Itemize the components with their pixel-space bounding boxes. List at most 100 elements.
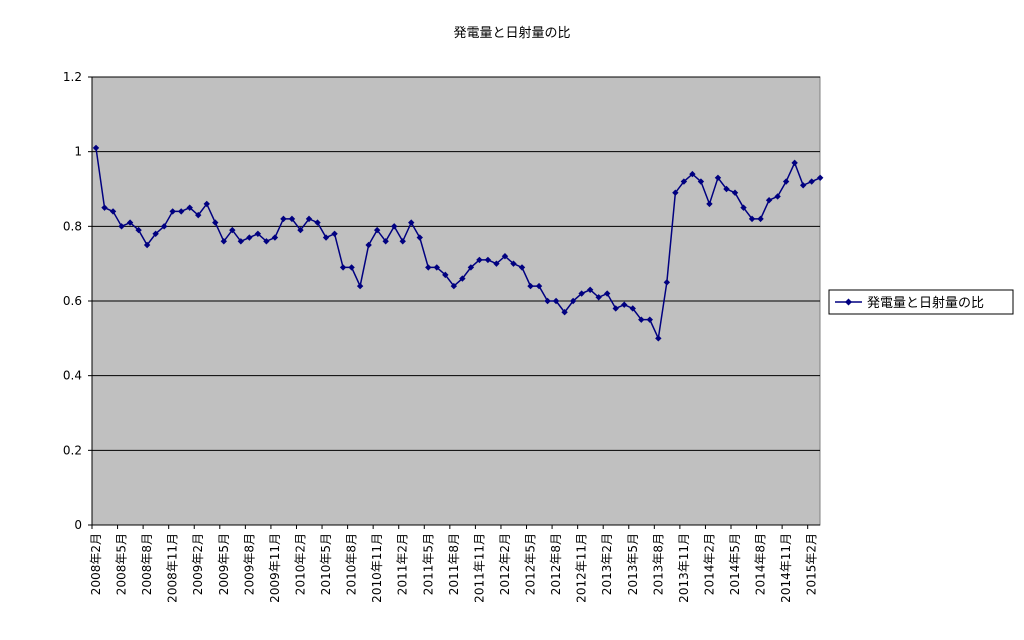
x-tick-label: 2009年8月 xyxy=(242,533,256,595)
data-point xyxy=(169,208,176,215)
x-tick-label: 2009年2月 xyxy=(191,533,205,595)
data-point xyxy=(195,211,202,219)
data-point xyxy=(237,238,245,245)
data-point xyxy=(578,290,585,297)
data-point xyxy=(118,223,125,230)
data-point xyxy=(569,297,577,305)
x-tick-label: 2013年8月 xyxy=(651,533,665,595)
data-point xyxy=(408,219,415,226)
data-point xyxy=(544,297,551,305)
data-point xyxy=(373,226,381,234)
data-point xyxy=(697,178,705,185)
data-point xyxy=(288,215,296,223)
data-point xyxy=(535,282,543,290)
x-tick-label: 2015年2月 xyxy=(805,533,819,595)
x-tick-label: 2008年11月 xyxy=(166,533,180,603)
data-point xyxy=(689,170,696,178)
x-tick-label: 2013年5月 xyxy=(626,533,640,595)
x-tick-label: 2013年11月 xyxy=(677,533,691,603)
x-tick-label: 2009年11月 xyxy=(268,533,282,603)
data-point xyxy=(765,197,773,204)
data-point xyxy=(297,226,304,234)
data-point xyxy=(356,282,364,290)
x-tick-label: 2011年5月 xyxy=(421,533,435,595)
data-point xyxy=(757,215,764,223)
data-point xyxy=(391,223,398,230)
data-point xyxy=(399,238,406,245)
y-tick-label: 0 xyxy=(74,518,82,532)
data-point xyxy=(552,297,560,305)
data-point xyxy=(586,286,594,293)
y-tick-label: 0.2 xyxy=(63,443,82,457)
data-point xyxy=(425,264,432,271)
data-point xyxy=(723,185,730,193)
data-point xyxy=(561,309,568,316)
data-point xyxy=(510,260,517,267)
x-tick-label: 2014年2月 xyxy=(702,533,716,595)
y-tick-label: 1.2 xyxy=(63,70,82,84)
data-point xyxy=(365,241,372,249)
data-point xyxy=(774,193,781,200)
legend: 発電量と日射量の比 xyxy=(828,289,1014,315)
data-point xyxy=(646,316,653,323)
data-point xyxy=(459,275,466,282)
x-tick-label: 2010年2月 xyxy=(293,533,307,595)
data-point xyxy=(680,178,688,185)
chart-title: 発電量と日射量の比 xyxy=(453,25,570,41)
x-tick-label: 2010年5月 xyxy=(319,533,333,595)
data-point xyxy=(518,264,526,271)
data-point xyxy=(731,189,739,196)
data-point xyxy=(655,335,662,342)
data-point xyxy=(339,264,347,271)
data-point xyxy=(322,234,330,241)
data-point xyxy=(271,234,279,241)
y-axis: 0 0.2 0.4 0.6 0.8 1 1.2 xyxy=(63,70,93,532)
data-point xyxy=(203,200,210,208)
x-tick-label: 2010年8月 xyxy=(345,533,359,595)
x-tick-label: 2013年2月 xyxy=(600,533,614,595)
data-point xyxy=(143,241,151,249)
x-tick-label: 2012年8月 xyxy=(549,533,563,595)
data-point xyxy=(382,238,389,245)
y-tick-label: 0.4 xyxy=(63,369,82,383)
data-point xyxy=(748,215,756,223)
data-point xyxy=(280,215,287,223)
legend-label: 発電量と日射量の比 xyxy=(867,295,984,311)
data-point xyxy=(416,234,423,241)
data-point xyxy=(92,144,100,152)
y-tick-label: 0.8 xyxy=(63,219,82,233)
data-point xyxy=(450,282,458,290)
data-point xyxy=(808,178,815,185)
data-point xyxy=(246,234,253,241)
data-point xyxy=(484,256,492,264)
data-point xyxy=(527,282,534,290)
gridlines xyxy=(92,76,820,451)
x-tick-label: 2008年8月 xyxy=(140,533,154,595)
data-point xyxy=(348,264,355,271)
data-point xyxy=(621,301,628,308)
series-points xyxy=(92,144,824,342)
x-tick-label: 2011年11月 xyxy=(472,533,486,603)
x-tick-label: 2014年11月 xyxy=(779,533,793,603)
x-tick-label: 2012年5月 xyxy=(524,533,538,595)
data-point xyxy=(799,182,807,189)
x-tick-label: 2014年8月 xyxy=(754,533,768,595)
x-tick-label: 2009年5月 xyxy=(217,533,231,595)
data-point xyxy=(706,200,713,208)
x-tick-label: 2011年2月 xyxy=(396,533,410,595)
data-point xyxy=(220,238,227,245)
data-point xyxy=(476,256,483,264)
data-point xyxy=(672,189,679,196)
data-point xyxy=(493,260,500,267)
y-tick-label: 0.6 xyxy=(63,294,82,308)
data-point xyxy=(229,226,236,234)
data-point xyxy=(663,279,671,286)
data-point xyxy=(604,290,611,297)
x-tick-label: 2008年2月 xyxy=(89,533,103,595)
data-point xyxy=(135,226,142,234)
x-tick-label: 2010年11月 xyxy=(370,533,384,603)
data-point xyxy=(442,271,449,279)
x-tick-label: 2014年5月 xyxy=(728,533,742,595)
x-tick-label: 2012年2月 xyxy=(498,533,512,595)
